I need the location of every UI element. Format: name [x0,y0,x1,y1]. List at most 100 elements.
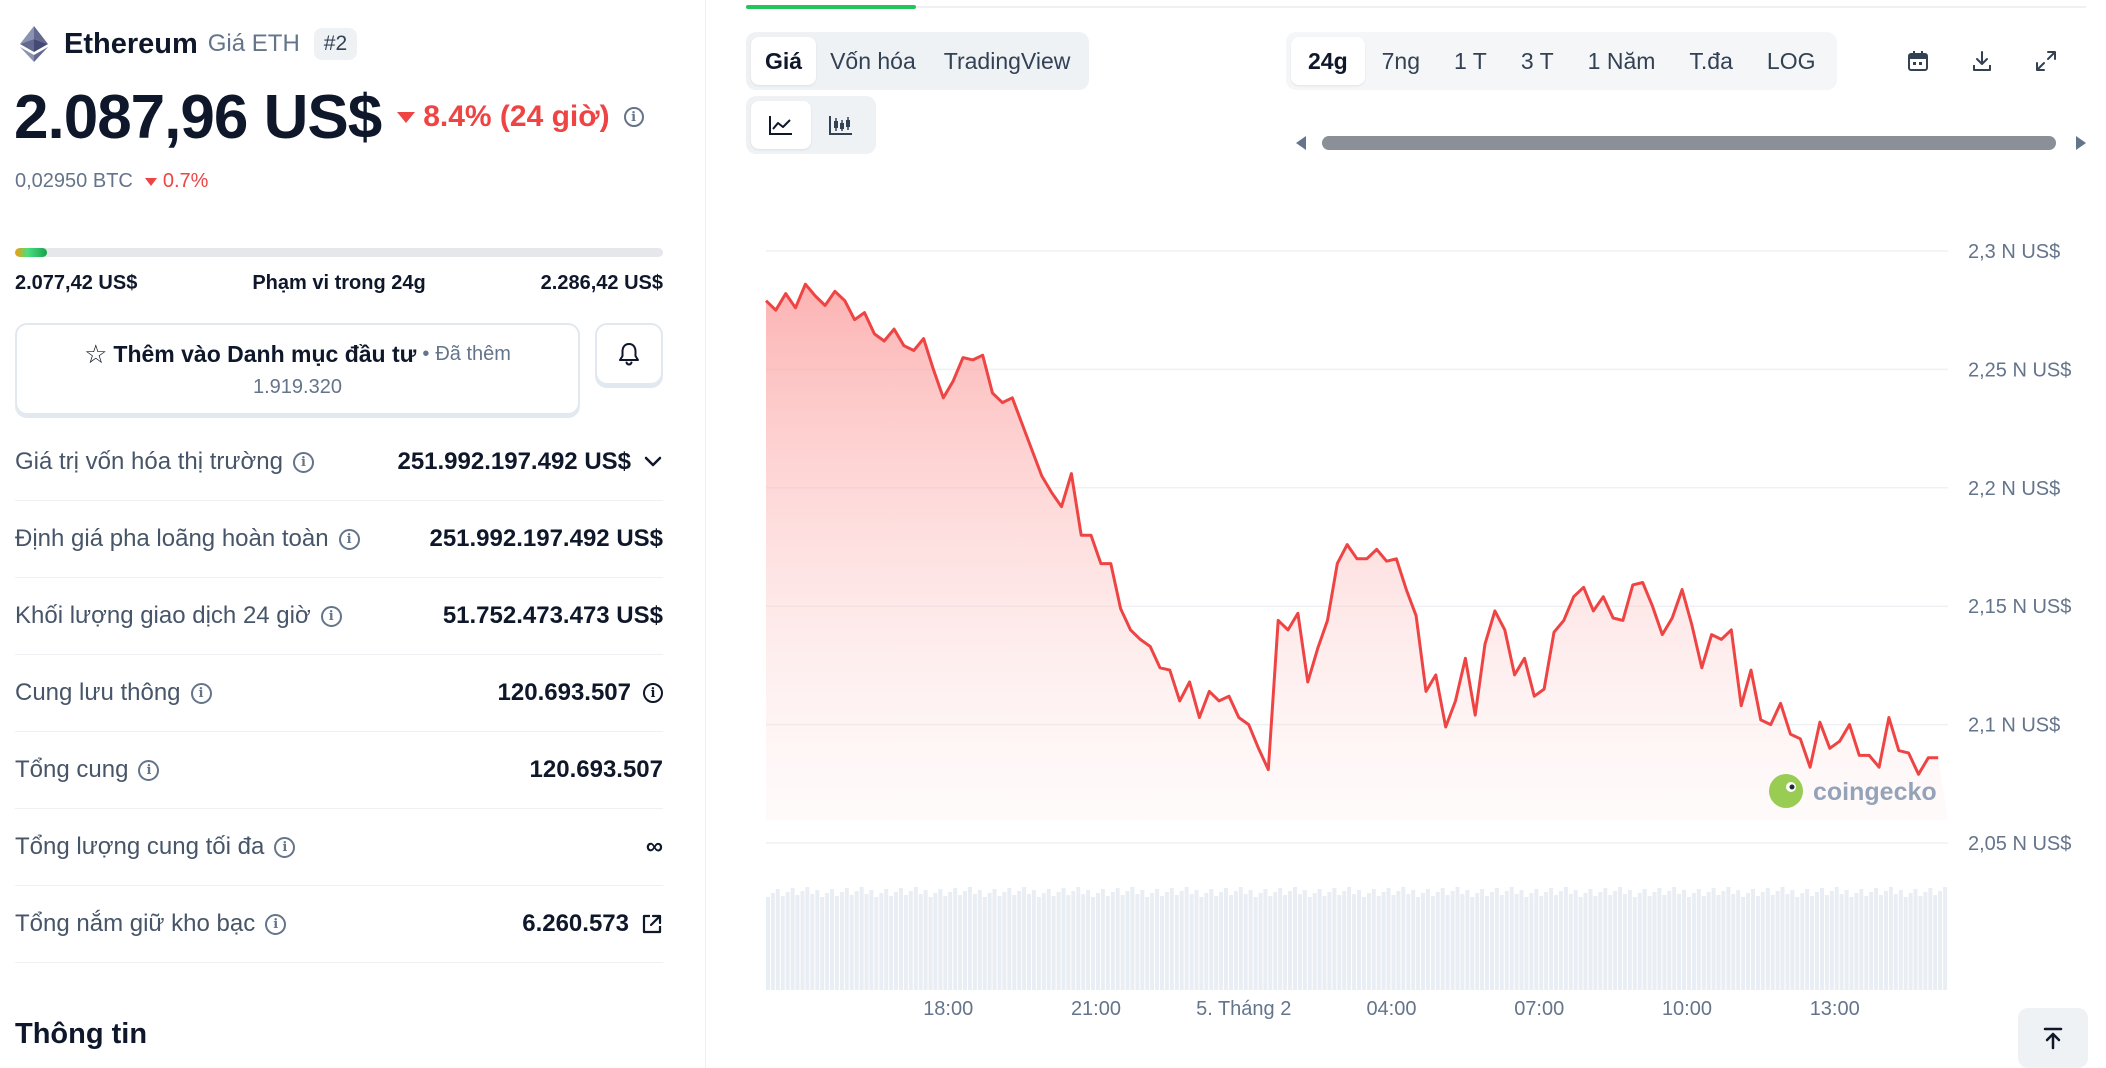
volume-bar [844,888,849,990]
volume-bar [1539,896,1544,990]
volume-bar [1238,887,1243,990]
time-range-option[interactable]: LOG [1766,47,1816,74]
external-link-icon[interactable] [641,913,663,935]
volume-bar [1731,894,1736,990]
volume-bar [1125,891,1130,990]
volume-bar [825,893,830,990]
stat-row: Tổng lượng cung tối đa i ∞ [15,809,663,886]
volume-bar [1588,889,1593,990]
x-tick-label: 10:00 [1662,998,1712,1020]
volume-bar [1061,888,1066,990]
volume-bar [1386,888,1391,990]
btc-price: 0,02950 BTC [15,170,133,192]
x-tick-label: 13:00 [1810,998,1860,1020]
chart-tab[interactable]: Giá [751,37,817,85]
info-icon[interactable]: i [338,528,360,550]
volume-bar [1903,897,1908,990]
info-icon[interactable]: i [274,836,296,858]
volume-bar [1824,895,1829,990]
chart-tab[interactable]: Vốn hóa [830,47,916,74]
fullscreen-button[interactable] [2014,37,2078,85]
time-range-option[interactable]: 7ng [1381,47,1421,74]
candlestick-chart-button[interactable] [811,101,871,149]
time-range-option[interactable]: T.đa [1689,47,1733,74]
download-button[interactable] [1950,37,2014,85]
volume-bar [908,891,913,990]
info-icon[interactable]: i [320,605,342,627]
coin-subtitle: Giá ETH [207,30,300,57]
volume-bar [987,893,992,990]
stat-label-text: Giá trị vốn hóa thị trường [15,448,283,475]
add-to-portfolio-button[interactable]: ☆ Thêm vào Danh mục đầu tư • Đã thêm 1.9… [15,323,580,415]
volume-bar [1770,895,1775,990]
price-chart[interactable]: 2,3 N US$ 2,25 N US$ 2,2 N US$ 2,15 N US$ 2,… [706,0,2106,1068]
volume-bar [1164,892,1169,990]
volume-bar [1795,897,1800,990]
scrollbar-thumb[interactable] [1322,136,2056,150]
volume-bar [967,887,972,990]
volume-bar [1322,896,1327,990]
volume-bar [1475,893,1480,990]
line-chart-icon [769,116,792,135]
stat-label: Cung lưu thông i [15,679,212,707]
scroll-left-icon[interactable] [1296,136,1306,150]
volume-bar [1480,889,1485,990]
volume-bar [805,887,810,990]
volume-bar [1859,889,1864,990]
volume-bar [1105,896,1110,990]
volume-bar [1558,891,1563,990]
volume-bar [943,896,948,990]
stat-value: 251.992.197.492 US$ [429,525,663,553]
volume-bar [1150,893,1155,990]
volume-bar [800,891,805,990]
time-range-option[interactable]: 24g [1291,37,1365,85]
volume-bar [1002,892,1007,990]
volume-bar [864,894,869,990]
volume-bar [1046,889,1051,990]
volume-bar [1184,887,1189,990]
info-icon[interactable]: i [265,913,287,935]
back-to-top-button[interactable] [2018,1008,2088,1068]
info-icon[interactable]: i [643,683,663,703]
volume-bar [1199,897,1204,990]
info-icon[interactable]: i [190,682,212,704]
stat-label: Định giá pha loãng hoàn toàn i [15,525,360,553]
calendar-button[interactable] [1886,37,1950,85]
info-icon[interactable]: i [138,759,160,781]
volume-bar [1421,893,1425,990]
volume-bar [1036,897,1041,990]
caret-down-icon [397,111,416,123]
volume-bar [1066,895,1071,990]
chart-tab[interactable]: TradingView [943,47,1071,74]
volume-bar [1376,896,1381,990]
price-area-fill [766,284,1948,820]
time-range-option[interactable]: 3 T [1520,47,1554,74]
info-icon[interactable]: i [292,451,314,473]
time-range-option[interactable]: 1 T [1454,47,1487,74]
volume-bar [1662,895,1667,990]
price-change-24h: 8.4% (24 giờ) [397,100,610,134]
chart-type-toggle [746,96,876,154]
stat-row: Cung lưu thông i 120.693.507 i [15,655,663,732]
chevron-down-icon[interactable] [643,455,663,469]
price-alert-button[interactable] [595,323,663,385]
volume-bar [1578,897,1583,990]
volume-bar [938,889,943,990]
time-range-option[interactable]: 1 Năm [1587,47,1656,74]
candlestick-icon [829,116,852,135]
volume-bar [820,897,825,990]
price-line [764,282,1939,776]
volume-bar [899,888,903,990]
volume-bar [1509,887,1514,990]
info-icon[interactable]: i [623,107,644,127]
volume-bar [1278,888,1283,990]
volume-bar [1224,888,1228,990]
stats-list: Giá trị vốn hóa thị trường i 251.992.197.4… [15,424,663,963]
scroll-right-icon[interactable] [2076,136,2086,150]
volume-bar [1642,889,1647,990]
chart-range-scrollbar[interactable] [1296,134,2086,152]
line-chart-button[interactable] [751,101,811,149]
volume-bar [1110,892,1115,990]
stat-label: Tổng lượng cung tối đa i [15,833,296,861]
volume-bar [1829,891,1834,990]
